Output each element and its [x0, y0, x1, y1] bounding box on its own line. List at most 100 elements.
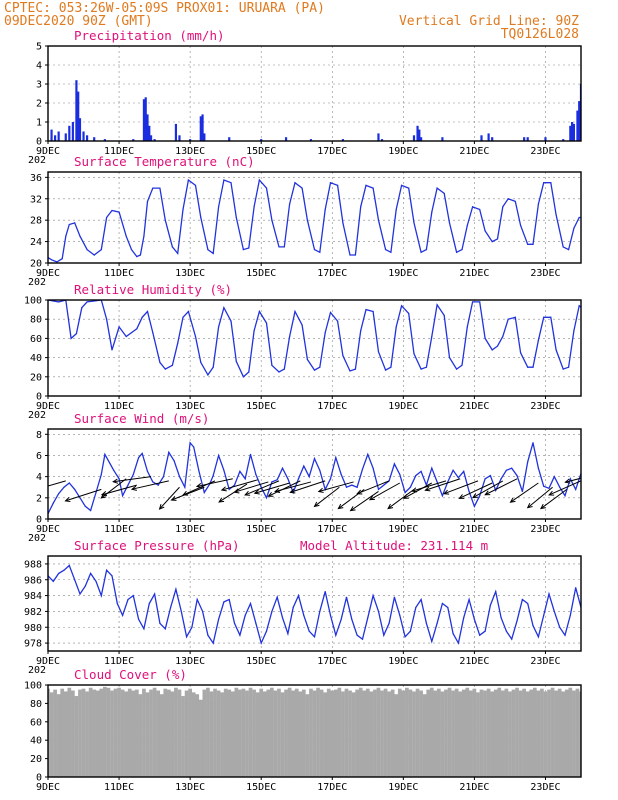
series-line-surface-wind-m-s: [48, 441, 581, 514]
data-point: [472, 301, 474, 303]
x-tick-label: 13DEC: [175, 268, 205, 279]
data-point: [255, 473, 257, 476]
data-point: [360, 330, 362, 332]
wind-arrow: [539, 488, 568, 510]
x-tick-label: 9DEC: [36, 524, 60, 535]
data-point: [415, 606, 417, 609]
precip-bar: [589, 84, 591, 141]
precip-bar: [228, 137, 231, 141]
data-point: [292, 606, 294, 609]
data-point: [95, 491, 97, 494]
cloud-bar: [60, 688, 65, 777]
data-point: [239, 634, 241, 636]
panel-precipitation-mm-h: 0 1 2 3 4 5 9DEC 11DEC 13DEC 15DEC 17DEC 19DEC 21DEC…: [28, 28, 591, 166]
data-point: [146, 310, 149, 313]
data-point: [212, 474, 214, 477]
data-point: [301, 187, 303, 189]
data-point: [553, 476, 555, 478]
cloud-bar: [138, 694, 143, 777]
data-point: [223, 179, 225, 181]
data-point: [56, 261, 58, 263]
cloud-bar: [92, 689, 97, 777]
cloud-bar: [241, 688, 246, 777]
data-point: [452, 469, 454, 471]
data-point: [351, 484, 353, 486]
wind-arrow: [402, 482, 433, 499]
data-point: [489, 604, 491, 606]
data-point: [463, 617, 465, 619]
data-point: [233, 484, 236, 486]
x-tick-label: 21DEC: [459, 524, 489, 535]
data-point: [106, 569, 108, 571]
cloud-bar: [216, 690, 221, 777]
data-point: [278, 371, 280, 373]
cloud-bar: [309, 688, 313, 777]
data-point: [559, 486, 561, 488]
data-point: [336, 184, 339, 186]
data-point: [52, 580, 54, 582]
data-point: [136, 255, 138, 258]
x-tick-label: 13DEC: [175, 524, 205, 535]
data-point: [175, 588, 177, 590]
cloud-bar: [259, 688, 264, 777]
cloud-bar: [191, 692, 196, 777]
data-point: [356, 634, 358, 636]
precip-bar: [576, 110, 579, 141]
data-point: [200, 361, 202, 363]
data-point: [260, 642, 262, 644]
data-point: [393, 463, 396, 465]
data-point: [182, 208, 184, 211]
y-tick-label: 2: [36, 493, 42, 504]
data-point: [578, 305, 580, 307]
cloud-bar: [401, 690, 406, 777]
data-point: [431, 211, 433, 213]
data-point: [212, 252, 214, 254]
cloud-bar: [493, 689, 498, 777]
data-point: [390, 251, 392, 253]
data-point: [491, 240, 493, 243]
data-point: [301, 324, 303, 326]
cloud-bar: [238, 689, 242, 777]
wind-arrow: [526, 486, 553, 509]
data-point: [294, 310, 296, 313]
cloud-bar: [78, 689, 82, 777]
cloud-bar: [145, 692, 150, 777]
data-point: [436, 481, 438, 483]
data-point: [200, 216, 202, 219]
data-point: [436, 622, 438, 624]
data-point: [329, 478, 332, 480]
precip-bar: [420, 137, 423, 141]
data-point: [586, 476, 587, 477]
cloud-bar: [312, 690, 317, 777]
data-point: [420, 598, 422, 601]
data-point: [466, 326, 468, 328]
data-point: [248, 247, 250, 249]
data-point: [575, 488, 577, 490]
y-tick-label: 982: [24, 607, 42, 618]
data-point: [399, 473, 401, 476]
data-point: [562, 368, 564, 370]
y-tick-label: 40: [30, 736, 42, 747]
data-point: [511, 638, 513, 640]
panel-surface-temperature-nc: 20 24 28 32 36 9DEC 11DEC 13DEC 15DEC 17DEC 19DEC 2…: [28, 154, 582, 288]
data-point: [399, 614, 401, 616]
data-point: [306, 219, 308, 221]
data-point: [591, 500, 592, 501]
precip-bar: [203, 133, 206, 141]
wind-arrow: [484, 478, 518, 496]
cloud-bar: [380, 690, 384, 777]
data-point: [457, 642, 460, 644]
data-point: [68, 482, 70, 484]
data-point: [441, 602, 444, 605]
x-tick-label: 13DEC: [175, 401, 205, 412]
data-point: [100, 594, 102, 597]
precip-bar: [544, 137, 547, 141]
cloud-bar: [383, 688, 388, 777]
data-point: [395, 208, 397, 211]
cloud-bar: [511, 689, 516, 777]
data-point: [93, 254, 95, 256]
data-point: [139, 254, 141, 256]
cloud-bar: [337, 687, 342, 777]
y-tick-label: 986: [24, 575, 42, 586]
x-tick-label: 17DEC: [317, 268, 347, 279]
